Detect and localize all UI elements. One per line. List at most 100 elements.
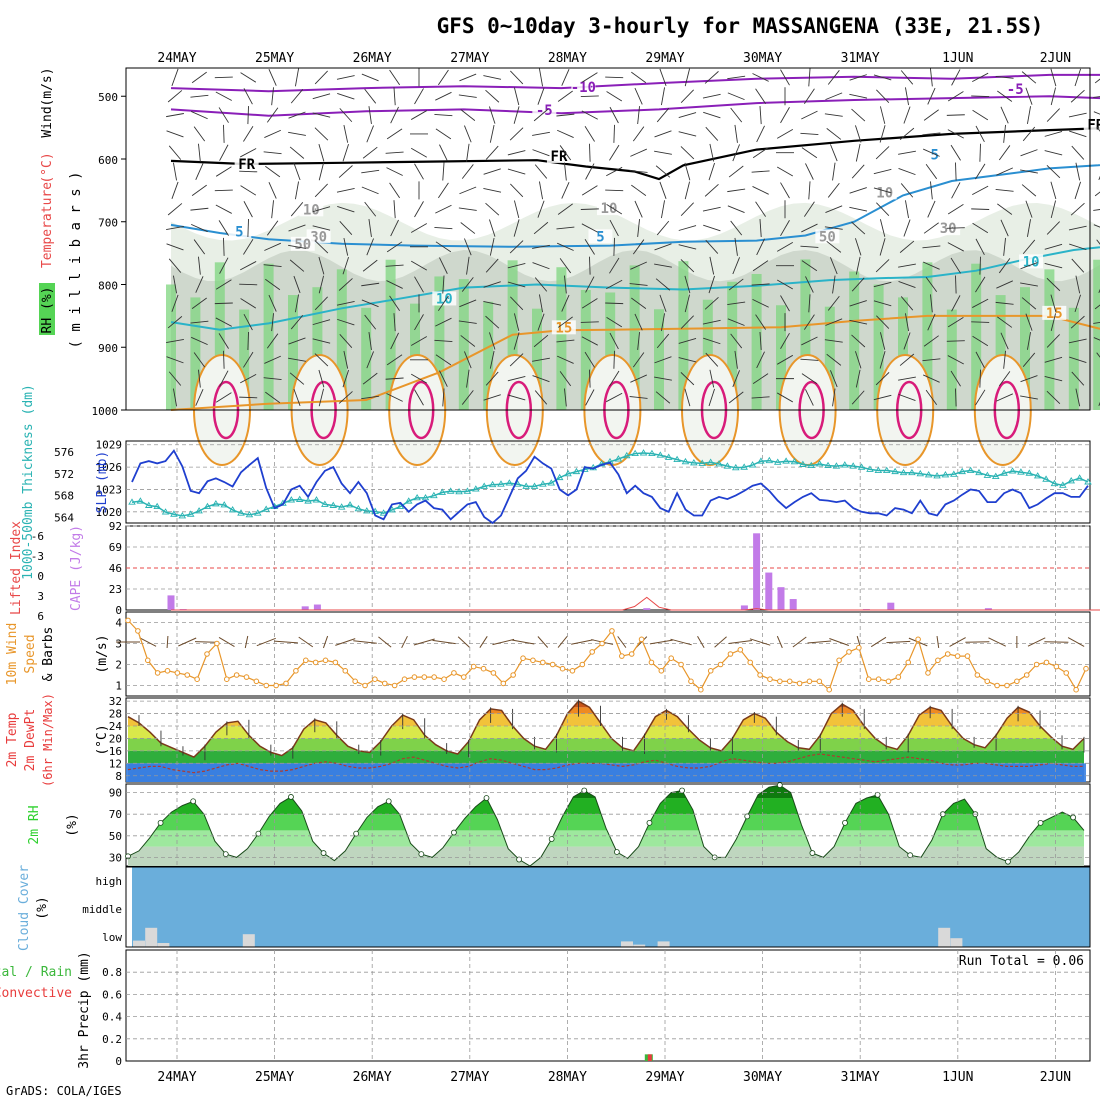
wind-barb — [776, 241, 794, 252]
wind-barb — [198, 369, 201, 388]
wind-barb — [703, 337, 721, 345]
thickness-point — [1050, 479, 1059, 487]
chart-title: GFS 0~10day 3-hourly for MASSANGENA (33E… — [437, 14, 1044, 38]
wind-barb — [800, 358, 819, 361]
wind-barb — [630, 374, 648, 383]
thickness-point — [170, 510, 178, 517]
wind-barb — [632, 126, 645, 142]
wind-barb — [218, 220, 229, 236]
precip-tick-label: 0.8 — [102, 966, 122, 979]
wind-barb — [190, 223, 208, 233]
thickness-point — [799, 460, 807, 467]
wind-barb — [1094, 191, 1100, 197]
thickness-point — [446, 487, 455, 494]
wind-barb — [684, 68, 691, 87]
thickness-point — [321, 500, 329, 507]
thickness-point — [186, 510, 195, 517]
wind-barb — [507, 376, 526, 382]
wind-barb — [752, 260, 769, 272]
wind-speed-point — [737, 647, 744, 653]
wind-barb — [826, 240, 842, 253]
cool-band — [126, 763, 1086, 782]
wind-barb — [632, 352, 645, 368]
wind-speed-point — [569, 668, 576, 674]
wind-barb — [824, 339, 843, 343]
wind-barb — [485, 258, 499, 273]
wind-barb — [654, 130, 672, 138]
wind-barb — [289, 146, 305, 159]
rh-point — [190, 798, 197, 805]
wind-barb — [752, 73, 769, 82]
wind-barb — [703, 224, 721, 232]
wind-barb — [459, 186, 477, 195]
wind-barb — [656, 107, 670, 123]
contour-label-bg — [588, 229, 613, 244]
wind-barb — [435, 91, 452, 101]
wind-barb — [485, 202, 500, 216]
wind-barb — [1093, 224, 1100, 228]
wind-barb — [875, 259, 890, 273]
wind-barb — [1071, 145, 1085, 160]
wind-speed-point — [470, 663, 477, 670]
thickness-point — [631, 449, 639, 457]
day-label-top: 30MAY — [743, 51, 782, 66]
day-label-bottom: 31MAY — [841, 1070, 880, 1085]
wind-barb — [190, 320, 209, 324]
wind-barb — [655, 278, 671, 291]
wind-barb — [879, 238, 886, 256]
thickness-point — [966, 466, 975, 473]
pressure-tick-label: 800 — [98, 279, 118, 292]
low-cloud-bar — [633, 944, 646, 947]
rh-point — [125, 853, 131, 860]
wind-barb — [680, 146, 695, 160]
wind-barb — [609, 257, 620, 274]
precip-convective-bar — [647, 1054, 652, 1061]
wind-barb — [507, 394, 526, 401]
wind-barb — [263, 151, 282, 155]
wind-barb — [561, 69, 570, 86]
wind-barb — [557, 636, 568, 648]
wind-barb — [803, 201, 815, 217]
wind-barb — [393, 87, 396, 106]
thickness-point — [312, 496, 321, 503]
wind-barb — [975, 389, 986, 406]
wind-barb — [805, 163, 814, 180]
contour-label: 10 — [876, 185, 893, 201]
rh-point — [646, 819, 653, 826]
wind-barb — [312, 225, 331, 231]
rh-shading-green — [312, 287, 323, 410]
low-cloud-bar — [133, 940, 145, 947]
wind-barb — [678, 131, 697, 137]
contour-label-bg — [571, 79, 596, 94]
temp-band — [128, 701, 1084, 708]
low-cloud-bar — [938, 927, 951, 947]
wind-speed-point — [332, 659, 339, 666]
rh-point — [1070, 814, 1077, 821]
wind-barb — [898, 393, 916, 401]
wind-barb — [1020, 375, 1038, 383]
cape-bar — [789, 599, 797, 610]
wind-barb — [898, 376, 916, 381]
wind-barb — [728, 165, 744, 178]
wind-barb — [386, 280, 403, 289]
wind-speed-point — [174, 670, 181, 676]
thickness-point — [488, 480, 497, 488]
wind-barb — [988, 637, 1006, 647]
wind-barb — [318, 388, 325, 407]
wind-barb — [654, 356, 672, 364]
wind-barb — [922, 245, 941, 249]
contour-label-bg — [1042, 305, 1067, 320]
thickness-point — [874, 466, 883, 473]
wind-barb — [827, 70, 840, 85]
wind-barb — [851, 108, 866, 122]
wind-barb — [581, 223, 598, 233]
wind-barb — [511, 639, 535, 645]
wind-barb — [219, 257, 229, 274]
wind-barb — [314, 353, 329, 367]
thickness-point — [195, 507, 203, 514]
wind-barb — [951, 69, 961, 86]
wind-barb — [830, 257, 838, 275]
wind-speed-point — [312, 659, 319, 666]
wind-speed-point — [451, 670, 457, 676]
wind-barb — [826, 127, 842, 140]
